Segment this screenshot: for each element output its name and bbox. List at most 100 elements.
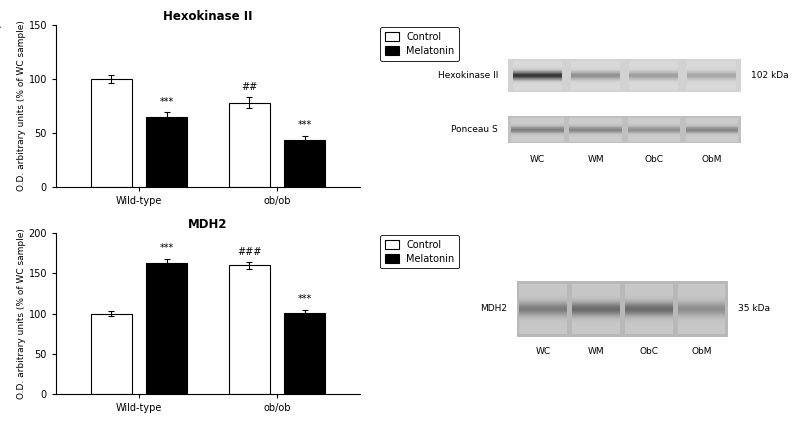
- Bar: [625, 295, 673, 296]
- Bar: [686, 123, 738, 124]
- Bar: [627, 118, 680, 119]
- Bar: [687, 71, 736, 72]
- Bar: [686, 128, 738, 129]
- Bar: [572, 318, 620, 319]
- Bar: [511, 133, 564, 134]
- Bar: [630, 79, 678, 80]
- Bar: [146, 117, 187, 187]
- Bar: [572, 308, 620, 309]
- Bar: [678, 324, 726, 325]
- Bar: [687, 63, 736, 64]
- Bar: [511, 141, 564, 142]
- Bar: [511, 136, 564, 137]
- Bar: [572, 313, 620, 314]
- Bar: [519, 284, 567, 285]
- Bar: [625, 298, 673, 300]
- Bar: [678, 327, 726, 328]
- Bar: [625, 309, 673, 310]
- Bar: [678, 301, 726, 303]
- Legend: Control, Melatonin: Control, Melatonin: [380, 27, 459, 61]
- Bar: [513, 86, 562, 87]
- Bar: [571, 84, 620, 85]
- Bar: [513, 73, 562, 74]
- Bar: [627, 129, 680, 130]
- Bar: [571, 76, 620, 77]
- Bar: [572, 319, 620, 320]
- Bar: [572, 323, 620, 324]
- Bar: [571, 78, 620, 79]
- Bar: [572, 322, 620, 323]
- Bar: [229, 265, 270, 394]
- Bar: [687, 70, 736, 71]
- Bar: [513, 67, 562, 68]
- Bar: [630, 89, 678, 90]
- Bar: [678, 316, 726, 317]
- Bar: [90, 79, 132, 187]
- Bar: [511, 135, 564, 136]
- Bar: [570, 132, 622, 133]
- Bar: [625, 319, 673, 320]
- Bar: [146, 263, 187, 394]
- Bar: [513, 75, 562, 76]
- Bar: [686, 136, 738, 137]
- Bar: [687, 85, 736, 86]
- Bar: [284, 313, 326, 394]
- Bar: [572, 311, 620, 312]
- Bar: [678, 309, 726, 310]
- Bar: [572, 325, 620, 326]
- Bar: [572, 310, 620, 311]
- Bar: [513, 85, 562, 86]
- Bar: [519, 303, 567, 304]
- Bar: [572, 316, 620, 317]
- Bar: [687, 81, 736, 82]
- Bar: [687, 75, 736, 76]
- Bar: [511, 130, 564, 131]
- Bar: [687, 83, 736, 84]
- Bar: [572, 332, 620, 333]
- Bar: [519, 287, 567, 288]
- Bar: [678, 320, 726, 321]
- Bar: [627, 131, 680, 132]
- Bar: [519, 290, 567, 292]
- Bar: [519, 298, 567, 300]
- Bar: [625, 329, 673, 330]
- Bar: [625, 285, 673, 287]
- Text: ***: ***: [159, 243, 174, 253]
- Bar: [687, 87, 736, 88]
- Bar: [630, 65, 678, 66]
- Bar: [687, 78, 736, 79]
- Bar: [513, 87, 562, 88]
- Bar: [687, 61, 736, 62]
- Bar: [686, 120, 738, 121]
- Bar: [572, 320, 620, 321]
- Bar: [570, 137, 622, 138]
- Bar: [572, 289, 620, 290]
- Bar: [511, 134, 564, 135]
- Bar: [513, 70, 562, 71]
- Bar: [678, 289, 726, 290]
- Bar: [513, 71, 562, 72]
- Bar: [571, 73, 620, 74]
- Bar: [519, 317, 567, 318]
- Bar: [519, 292, 567, 293]
- Bar: [572, 300, 620, 301]
- Bar: [686, 125, 738, 126]
- Bar: [686, 129, 738, 130]
- Bar: [678, 292, 726, 293]
- Bar: [571, 81, 620, 82]
- Bar: [627, 130, 680, 131]
- Bar: [571, 83, 620, 84]
- Bar: [630, 78, 678, 79]
- Bar: [625, 324, 673, 325]
- Bar: [572, 333, 620, 334]
- Bar: [513, 61, 562, 62]
- Bar: [519, 316, 567, 317]
- Bar: [519, 319, 567, 320]
- Bar: [571, 67, 620, 68]
- Bar: [509, 116, 741, 143]
- Bar: [686, 131, 738, 132]
- Bar: [511, 125, 564, 126]
- Bar: [571, 62, 620, 63]
- Bar: [686, 139, 738, 140]
- Bar: [519, 315, 567, 316]
